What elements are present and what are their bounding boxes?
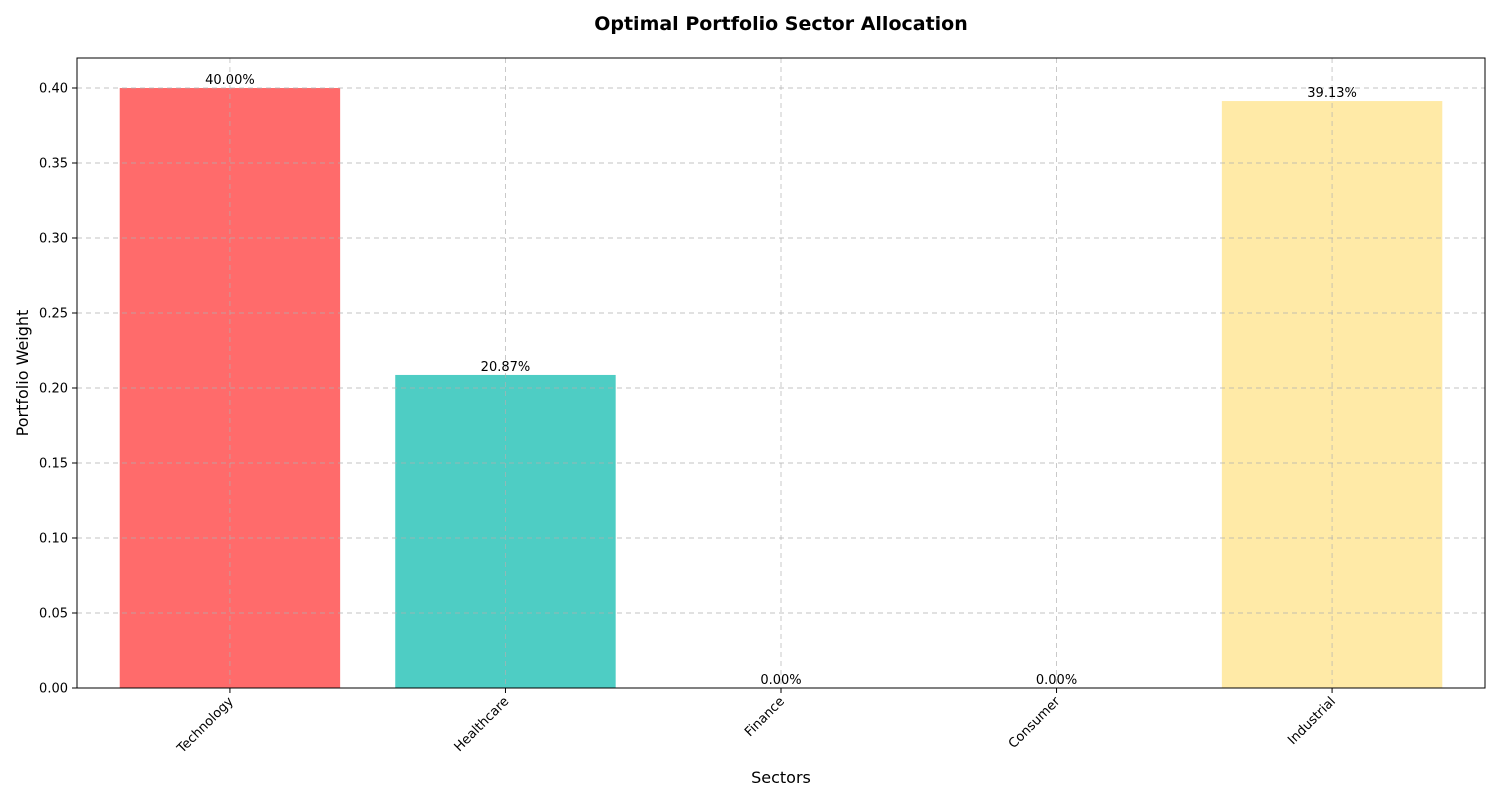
- x-tick-label-industrial: Industrial: [1285, 694, 1339, 748]
- x-tick-label-finance: Finance: [742, 694, 788, 740]
- y-tick-label: 0.30: [39, 232, 68, 247]
- y-tick-label: 0.05: [39, 607, 68, 622]
- x-tick-label-technology: Technology: [174, 694, 237, 757]
- x-axis-label: Sectors: [751, 768, 811, 787]
- data-label-technology: 40.00%: [205, 73, 255, 88]
- data-label-healthcare: 20.87%: [481, 360, 531, 375]
- x-tick-label-consumer: Consumer: [1006, 694, 1064, 752]
- y-tick-label: 0.00: [39, 682, 68, 697]
- data-label-industrial: 39.13%: [1307, 86, 1357, 101]
- y-tick-label: 0.20: [39, 382, 68, 397]
- y-axis: 0.00 0.05 0.10 0.15 0.20 0.25 0.30 0.35 0.40: [39, 82, 77, 697]
- y-tick-label: 0.10: [39, 532, 68, 547]
- y-axis-label: Portfolio Weight: [13, 310, 32, 437]
- data-label-layer: 40.00% 20.87% 0.00% 0.00% 39.13%: [205, 73, 1357, 688]
- y-tick-label: 0.40: [39, 82, 68, 97]
- x-axis: Technology Healthcare Finance Consumer Indus…: [174, 688, 1339, 757]
- y-tick-label: 0.35: [39, 157, 68, 172]
- y-tick-label: 0.15: [39, 457, 68, 472]
- chart-title: Optimal Portfolio Sector Allocation: [594, 13, 968, 35]
- data-label-consumer: 0.00%: [1036, 673, 1077, 688]
- grid-overlay: [77, 58, 1485, 689]
- y-tick-label: 0.25: [39, 307, 68, 322]
- x-tick-label-healthcare: Healthcare: [452, 694, 513, 755]
- data-label-finance: 0.00%: [760, 673, 801, 688]
